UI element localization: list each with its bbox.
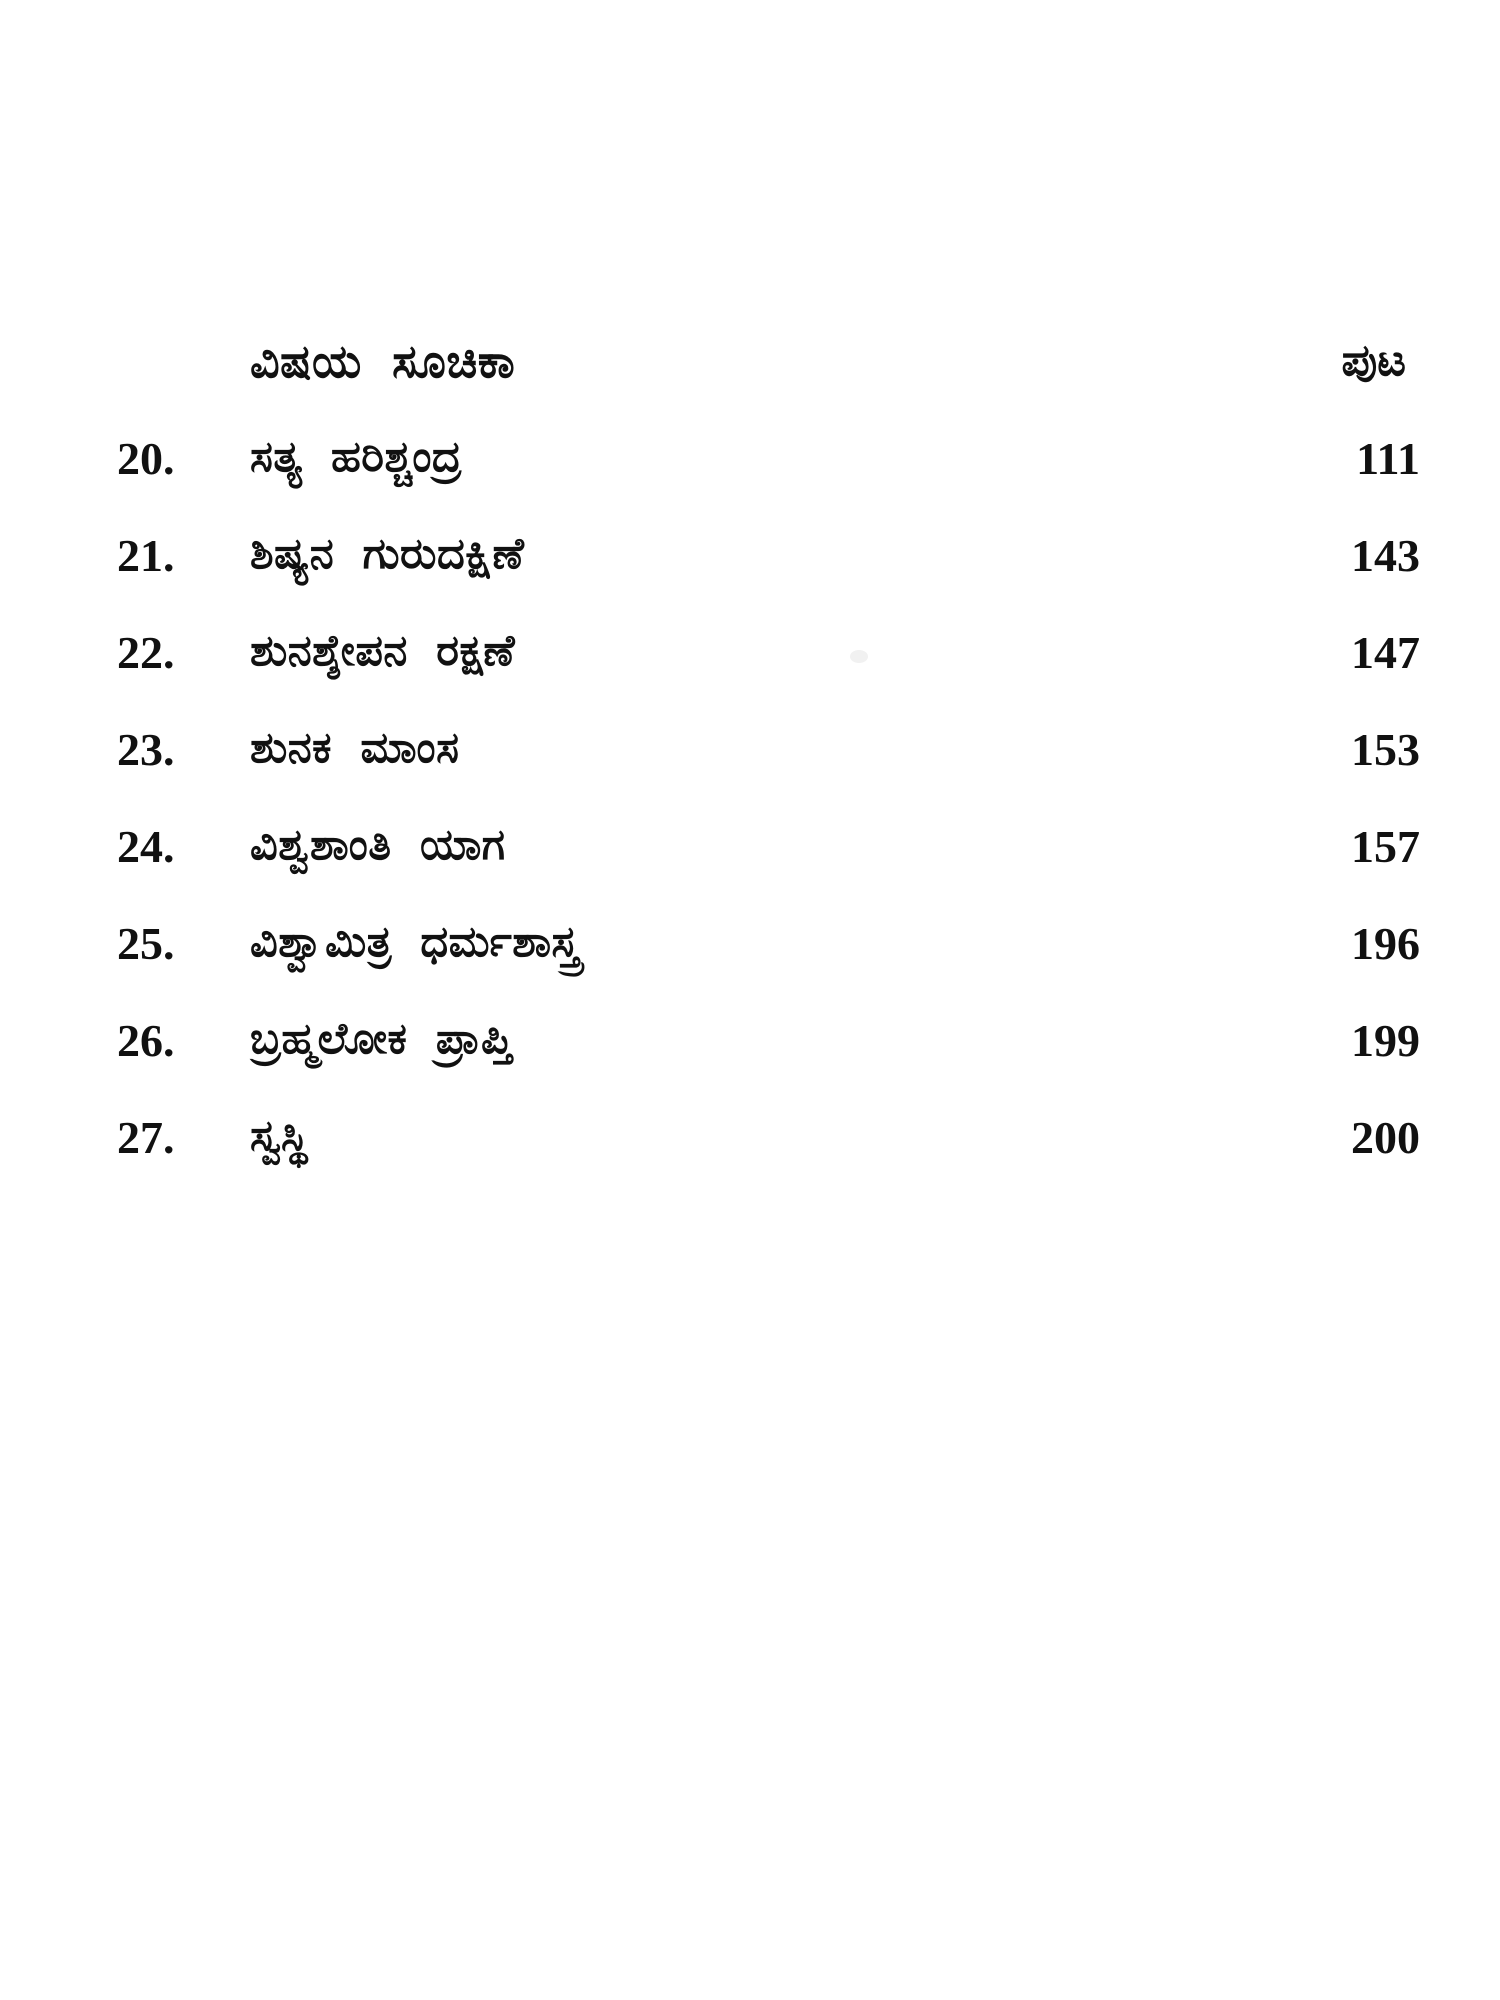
chapter-title: ಶಿಷ್ಯನ ಗುರುದಕ್ಷಿಣೆ <box>250 531 525 578</box>
toc-row: 23. ಶುನಕ ಮಾಂಸ 153 <box>117 724 1420 821</box>
chapter-number: 27. <box>117 1112 175 1163</box>
scan-artifact <box>850 650 868 663</box>
chapter-page-number: 157 <box>1351 821 1420 872</box>
chapter-number: 26. <box>117 1015 175 1066</box>
toc-title-heading: ವಿಷಯ ಸೂಚಿಕಾ <box>250 336 516 387</box>
chapter-number: 25. <box>117 918 175 969</box>
table-of-contents: ವಿಷಯ ಸೂಚಿಕಾ ಪುಟ 20. ಸತ್ಯ ಹರಿಶ್ಚಂದ್ರ 111 … <box>117 336 1420 1209</box>
chapter-number: 20. <box>117 433 175 484</box>
toc-row: 26. ಬ್ರಹ್ಮಲೋಕ ಪ್ರಾಪ್ತಿ 199 <box>117 1015 1420 1112</box>
chapter-title: ಶುನಕ ಮಾಂಸ <box>250 725 460 772</box>
toc-row: 25. ವಿಶ್ವಾಮಿತ್ರ ಧರ್ಮಶಾಸ್ತ್ರ 196 <box>117 918 1420 1015</box>
toc-row: 20. ಸತ್ಯ ಹರಿಶ್ಚಂದ್ರ 111 <box>117 433 1420 530</box>
chapter-page-number: 147 <box>1351 627 1420 678</box>
chapter-page-number: 199 <box>1351 1015 1420 1066</box>
chapter-number: 24. <box>117 821 175 872</box>
toc-row: 21. ಶಿಷ್ಯನ ಗುರುದಕ್ಷಿಣೆ 143 <box>117 530 1420 627</box>
chapter-page-number: 143 <box>1351 530 1420 581</box>
toc-header-row: ವಿಷಯ ಸೂಚಿಕಾ ಪುಟ <box>117 336 1420 433</box>
chapter-page-number: 111 <box>1356 433 1420 484</box>
chapter-number: 22. <box>117 627 175 678</box>
chapter-page-number: 196 <box>1351 918 1420 969</box>
chapter-number: 23. <box>117 724 175 775</box>
chapter-page-number: 200 <box>1351 1112 1420 1163</box>
toc-row: 27. ಸ್ವಸ್ಥಿ 200 <box>117 1112 1420 1209</box>
toc-row: 24. ವಿಶ್ವಶಾಂತಿ ಯಾಗ 157 <box>117 821 1420 918</box>
chapter-page-number: 153 <box>1351 724 1420 775</box>
chapter-title: ಶುನಶ್ಶೇಪನ ರಕ್ಷಣೆ <box>250 628 516 675</box>
toc-row: 22. ಶುನಶ್ಶೇಪನ ರಕ್ಷಣೆ 147 <box>117 627 1420 724</box>
chapter-title: ವಿಶ್ವಶಾಂತಿ ಯಾಗ <box>250 822 506 869</box>
chapter-title: ಬ್ರಹ್ಮಲೋಕ ಪ್ರಾಪ್ತಿ <box>250 1016 513 1063</box>
chapter-title: ಸ್ವಸ್ಥಿ <box>250 1113 309 1160</box>
chapter-title: ವಿಶ್ವಾಮಿತ್ರ ಧರ್ಮಶಾಸ್ತ್ರ <box>250 919 580 966</box>
chapter-title: ಸತ್ಯ ಹರಿಶ್ಚಂದ್ರ <box>250 434 463 481</box>
chapter-number: 21. <box>117 530 175 581</box>
page-column-heading: ಪುಟ <box>1341 336 1406 385</box>
